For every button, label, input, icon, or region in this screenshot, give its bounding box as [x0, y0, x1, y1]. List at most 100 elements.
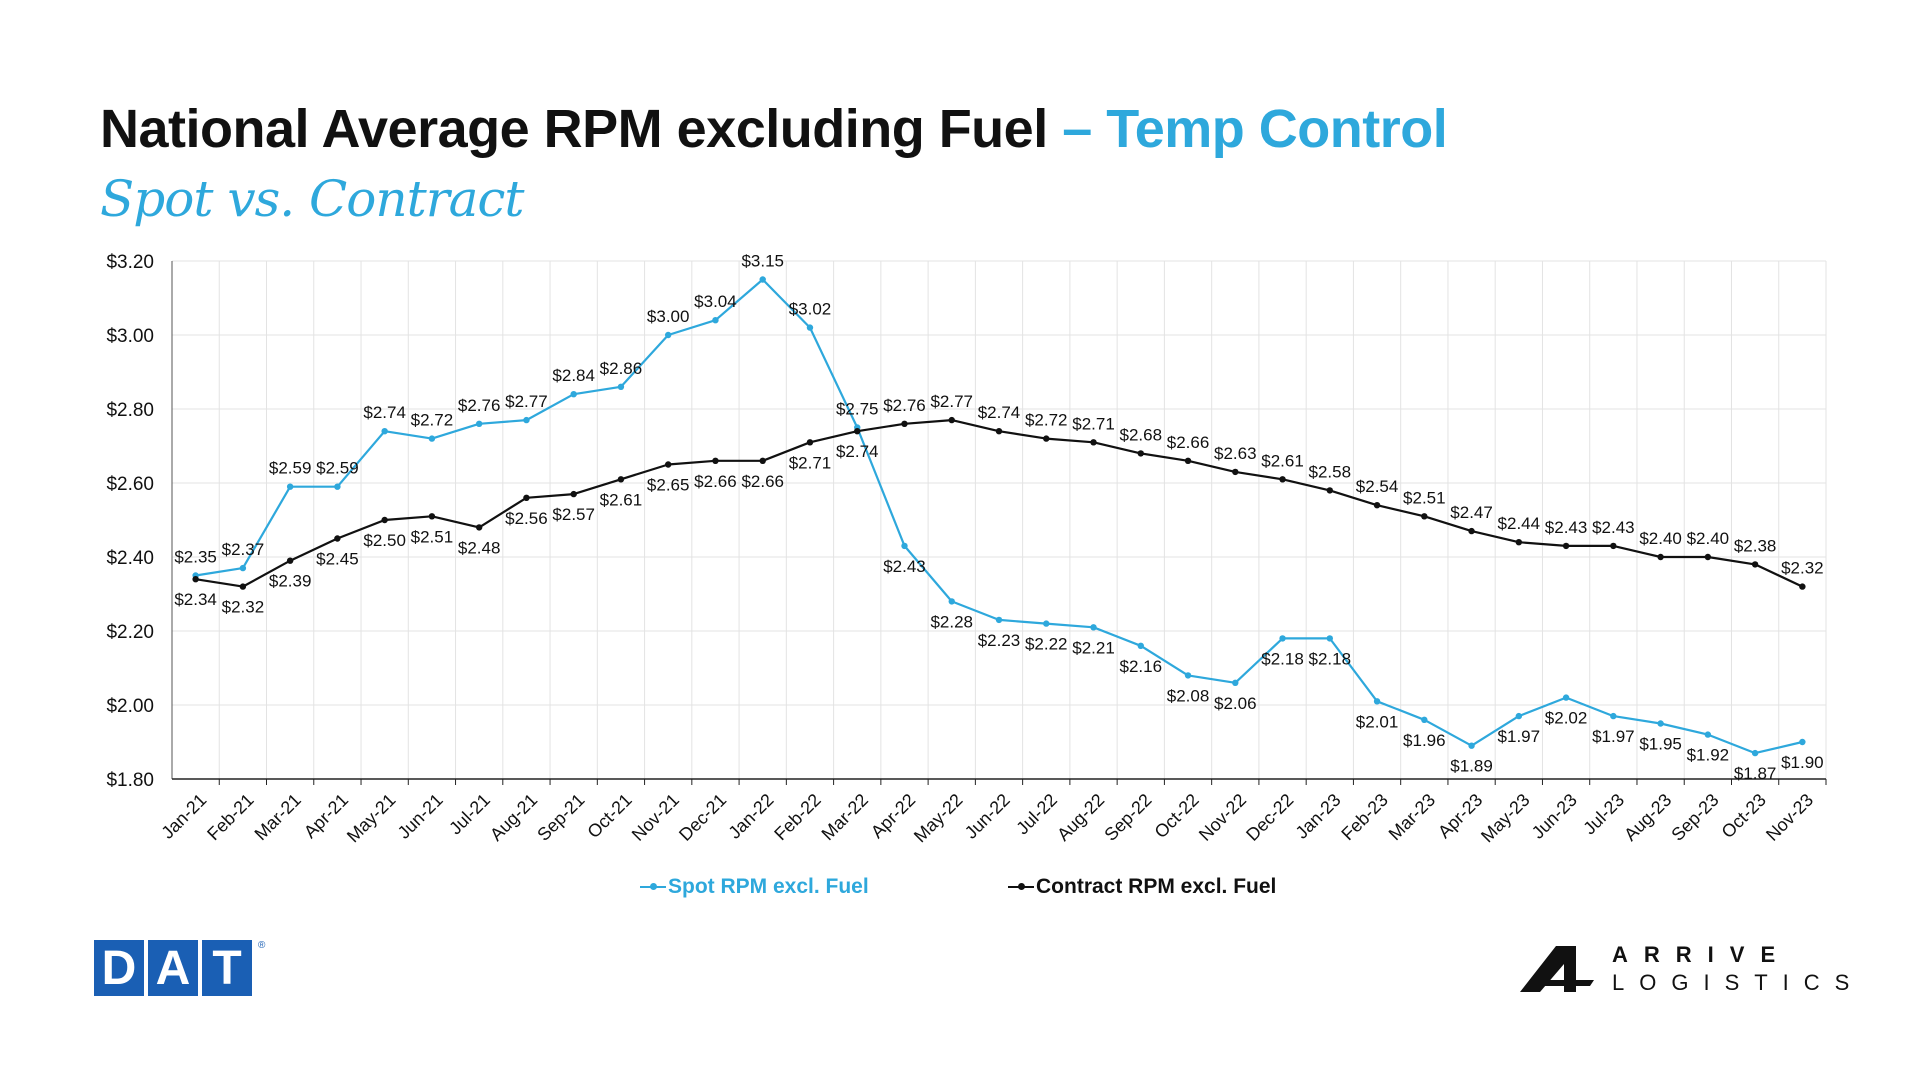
x-tick-label: Feb-22: [770, 790, 824, 844]
contract-data-point: [523, 494, 530, 501]
x-tick-label: Aug-21: [486, 790, 541, 845]
contract-data-label: $2.74: [836, 442, 879, 461]
contract-data-label: $2.71: [789, 453, 832, 472]
contract-data-point: [1704, 553, 1712, 561]
contract-data-point: [712, 457, 719, 464]
x-tick-label: Dec-21: [675, 790, 730, 845]
contract-data-label: $2.43: [1592, 518, 1635, 537]
legend-item-spot: Spot RPM excl. Fuel: [640, 875, 869, 899]
spot-data-label: $2.59: [316, 459, 359, 478]
spot-data-point: [334, 483, 341, 490]
x-tick-label: Dec-22: [1242, 790, 1297, 845]
spot-data-label: $2.23: [978, 631, 1021, 650]
spot-data-point: [286, 483, 294, 490]
chart-title-main: National Average RPM excluding Fuel: [100, 99, 1048, 159]
spot-data-label: $2.74: [363, 403, 406, 422]
contract-data-label: $2.32: [222, 598, 265, 617]
spot-data-point: [570, 391, 577, 398]
x-tick-label: Aug-22: [1053, 790, 1108, 845]
x-tick-label: Jan-22: [724, 790, 777, 843]
spot-data-label: $2.43: [883, 557, 926, 576]
spot-data-label: $2.28: [930, 612, 973, 631]
spot-data-label: $2.18: [1309, 649, 1352, 668]
contract-data-label: $2.51: [411, 527, 454, 546]
contract-data-label: $2.38: [1734, 536, 1777, 555]
contract-data-point: [995, 428, 1003, 435]
x-tick-label: May-22: [910, 790, 967, 847]
spot-data-point: [1515, 712, 1523, 720]
contract-data-point: [570, 490, 577, 498]
x-tick-label: Oct-22: [1151, 790, 1203, 842]
spot-data-label: $1.87: [1734, 764, 1777, 783]
spot-data-label: $2.18: [1261, 649, 1304, 668]
contract-data-label: $2.34: [174, 590, 217, 609]
x-tick-label: Sep-21: [533, 790, 588, 845]
x-tick-label: Sep-22: [1100, 790, 1155, 845]
y-tick-label: $2.20: [106, 622, 154, 643]
x-tick-label: Feb-21: [203, 790, 257, 844]
x-tick-label: Jun-22: [961, 790, 1014, 843]
x-tick-label: May-21: [343, 790, 400, 847]
spot-data-label: $3.00: [647, 307, 690, 326]
spot-data-point: [995, 616, 1003, 624]
spot-data-label: $1.97: [1498, 727, 1541, 746]
spot-data-label: $3.15: [741, 252, 784, 271]
spot-data-point: [239, 564, 247, 572]
dat-letter-t: T: [202, 940, 252, 996]
spot-data-label: $2.22: [1025, 635, 1068, 654]
contract-data-label: $2.58: [1309, 462, 1352, 481]
spot-data-label: $2.72: [411, 411, 454, 430]
chart-title: National Average RPM excluding Fuel – Te…: [100, 98, 1448, 160]
spot-data-label: $2.37: [222, 540, 265, 559]
spot-data-point: [1468, 742, 1475, 749]
spot-data-point: [948, 598, 955, 605]
contract-data-point: [617, 476, 625, 483]
spot-data-label: $2.01: [1356, 712, 1399, 731]
x-tick-label: Feb-23: [1337, 790, 1391, 844]
contract-data-label: $2.63: [1214, 444, 1257, 463]
spot-data-point: [1326, 635, 1334, 642]
spot-data-point: [1137, 642, 1144, 649]
x-tick-label: Nov-22: [1195, 790, 1250, 845]
spot-data-point: [617, 383, 625, 390]
spot-data-point: [381, 428, 388, 435]
spot-data-label: $2.77: [505, 392, 548, 411]
contract-data-point: [1610, 542, 1617, 550]
spot-data-label: $2.21: [1072, 638, 1115, 657]
spot-data-label: $3.02: [789, 300, 832, 319]
spot-data-label: $1.90: [1781, 753, 1824, 772]
contract-data-label: $2.40: [1639, 529, 1682, 548]
contract-data-point: [475, 524, 483, 531]
contract-data-label: $2.51: [1403, 488, 1446, 507]
x-tick-label: May-23: [1477, 790, 1534, 847]
contract-data-point: [1562, 542, 1570, 550]
x-tick-label: Mar-22: [818, 790, 872, 844]
contract-data-point: [948, 416, 955, 424]
contract-data-label: $2.61: [1261, 451, 1304, 470]
arrive-logo-line1: ARRIVE: [1612, 942, 1792, 967]
contract-data-label: $2.72: [1025, 411, 1068, 430]
contract-data-point: [1468, 527, 1475, 535]
contract-data-point: [1799, 583, 1806, 590]
spot-data-point: [665, 331, 672, 339]
contract-data-label: $2.66: [1167, 433, 1210, 452]
contract-data-point: [1373, 502, 1381, 509]
contract-data-label: $2.61: [600, 490, 643, 509]
y-tick-label: $2.80: [106, 400, 154, 421]
spot-data-point: [901, 542, 908, 550]
contract-data-point: [759, 457, 766, 464]
contract-data-point: [901, 420, 908, 427]
x-tick-label: Oct-23: [1718, 790, 1770, 842]
spot-data-label: $1.96: [1403, 731, 1446, 750]
spot-data-point: [712, 317, 719, 324]
contract-data-label: $2.74: [978, 403, 1021, 422]
spot-data-point: [1610, 712, 1617, 720]
spot-data-point: [1279, 635, 1286, 642]
spot-data-label: $2.08: [1167, 686, 1210, 705]
contract-data-label: $2.71: [1072, 414, 1115, 433]
contract-data-point: [381, 516, 388, 524]
contract-data-point: [428, 513, 436, 520]
contract-data-point: [1515, 539, 1523, 546]
legend-swatch-spot: [640, 883, 666, 890]
dat-letter-d: D: [94, 940, 144, 996]
